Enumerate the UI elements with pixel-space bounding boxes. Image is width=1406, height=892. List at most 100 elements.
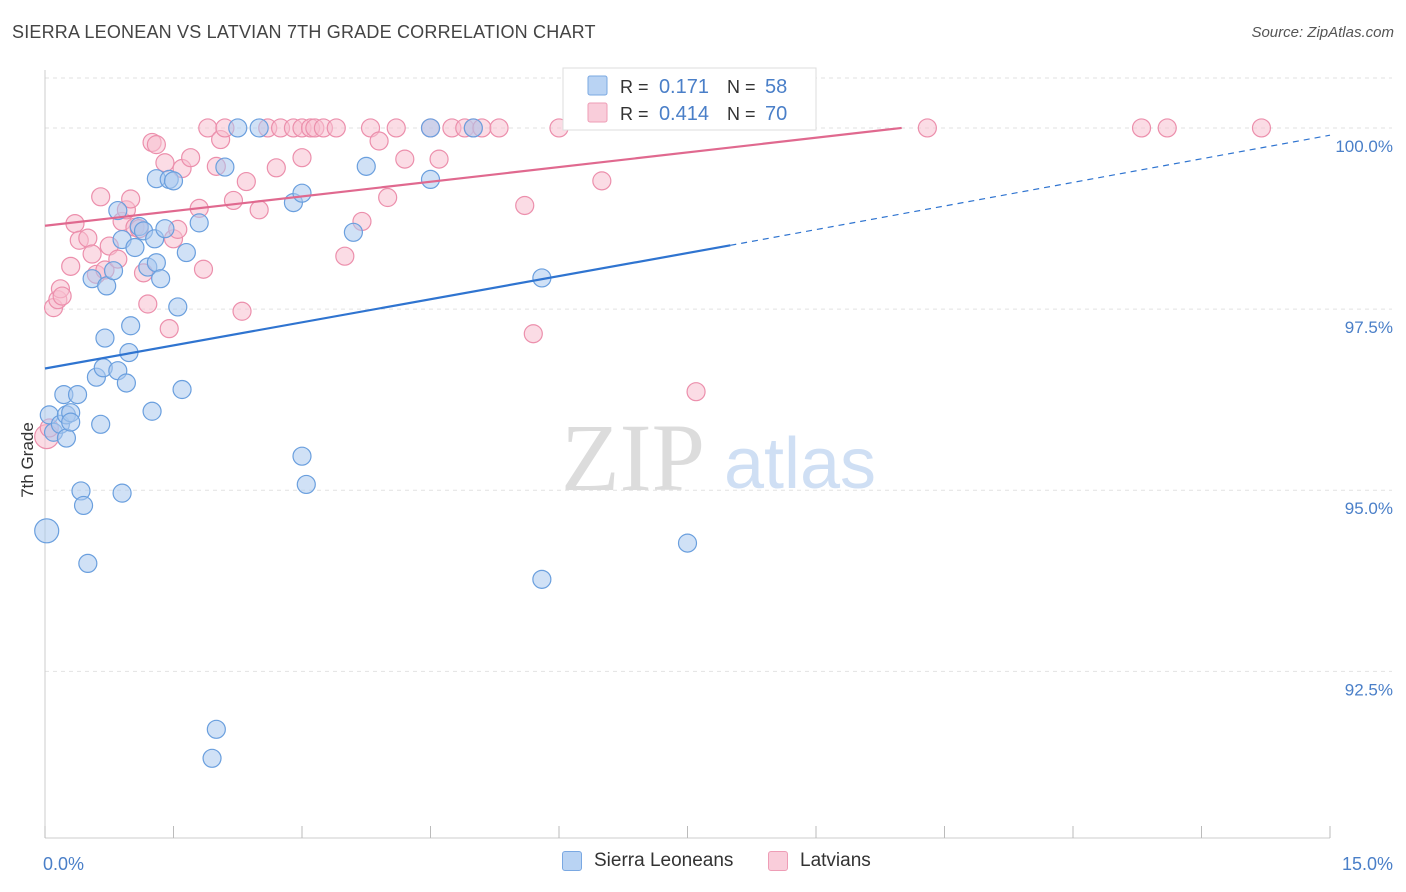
legend-item-latvians[interactable]: Latvians [768,850,871,872]
latvian-point [61,256,81,276]
sierra-leonean-point [189,213,209,233]
legend-n-label: N = [727,104,756,124]
latvian-point [335,246,355,266]
sierra-leonean-point [34,518,60,544]
sierra-leonean-point [163,171,184,191]
x-tick-label: 0.0% [43,854,84,874]
sierra-leonean-point [249,118,269,138]
sierra-leonean-point [206,719,226,739]
x-tick-label: 15.0% [1342,854,1393,874]
sierra-leonean-point [108,200,128,221]
latvian-point [146,135,166,155]
sierra-leonean-point [78,553,98,574]
sierra-leonean-point [91,414,111,434]
sierra-leonean-point [125,237,145,258]
sierra-leonean-point [67,384,88,405]
latvian-point [266,158,286,178]
latvian-point [193,259,214,279]
y-tick-label: 100.0% [1335,137,1393,156]
legend-r-label: R = [620,104,649,124]
latvian-point [1131,118,1152,138]
latvian-point [138,294,158,314]
latvian-point [159,319,179,339]
watermark-atlas: atlas [724,424,876,504]
legend-item-sierra-leoneans[interactable]: Sierra Leoneans [562,850,733,872]
latvian-point [1157,118,1177,138]
sierra-leonean-point [532,569,552,589]
legend-box: R = 0.171 N = 58 R = 0.414 N = 70 [562,67,817,131]
legend-n-label: N = [727,77,756,97]
latvian-point [52,286,72,306]
legend-r-value: 0.171 [659,76,709,98]
latvian-point [515,195,535,216]
latvian-point [232,301,252,321]
latvian-point [489,118,509,138]
latvian-point [181,148,201,168]
sierra-leonean-trend-line [44,244,731,370]
latvian-point [91,187,111,207]
latvian-point [121,189,141,209]
legend-r-value: 0.414 [659,103,709,125]
latvian-point [369,131,389,151]
latvian-point [292,148,312,168]
sierra-leonean-point [356,156,376,176]
sierra-leonean-point [73,495,94,516]
sierra-leonean-point [215,157,235,177]
legend-label-sierra-leoneans: Sierra Leoneans [594,850,734,871]
legend-label-latvians: Latvians [800,850,871,871]
latvian-point [223,190,244,211]
latvian-point [82,244,102,264]
latvian-point [592,171,612,191]
latvian-point [429,149,449,169]
sierra-leonean-point [142,401,162,421]
latvian-point [917,118,937,138]
watermark-zip: ZIP [561,404,705,511]
latvian-point [236,171,256,192]
latvian-point [326,118,346,138]
sierra-leonean-point [202,748,222,768]
latvian-point [395,149,415,169]
sierra-leonean-point [103,261,124,281]
latvian-point [386,118,406,138]
y-tick-label: 97.5% [1345,318,1393,337]
sierra-leonean-point [121,316,141,336]
watermark: ZIP atlas [561,404,876,511]
sierra-leonean-point [151,269,171,289]
sierra-leonean-point [228,118,248,138]
legend-swatch-pink [768,851,788,871]
legend-swatch-blue [562,851,582,871]
latvian-point [686,382,706,402]
sierra-leonean-point [146,253,166,273]
sierra-leonean-point [155,219,175,239]
legend-n-value: 58 [765,76,787,98]
latvian-point [1251,118,1272,138]
y-tick-label: 92.5% [1345,680,1393,699]
sierra-leonean-point [292,183,312,203]
y-tick-label: 95.0% [1345,499,1393,518]
sierra-leonean-point [116,373,136,393]
sierra-leonean-trend-extension [730,134,1331,246]
sierra-leonean-point [296,474,316,495]
sierra-leonean-point [343,222,363,242]
sierra-leonean-point [172,379,192,400]
sierra-leonean-point [463,118,483,138]
latvian-point [378,187,398,208]
sierra-leonean-point [677,533,698,553]
legend-r-label: R = [620,77,649,97]
legend-swatch [587,75,608,96]
sierra-leonean-point [292,446,312,466]
latvian-point [249,200,269,220]
sierra-leonean-point [168,297,188,317]
sierra-leonean-point [95,328,115,348]
latvian-point [155,153,175,173]
sierra-leonean-point [112,483,132,503]
latvian-point [78,228,98,248]
sierra-leonean-point [56,428,77,448]
legend-swatch [587,102,608,123]
source-label: Source: ZipAtlas.com [1251,24,1394,41]
legend-n-value: 70 [765,103,787,125]
sierra-leonean-point [61,412,81,432]
sierra-leonean-point [420,118,441,138]
bottom-legend: Sierra Leoneans Latvians [0,850,1406,880]
